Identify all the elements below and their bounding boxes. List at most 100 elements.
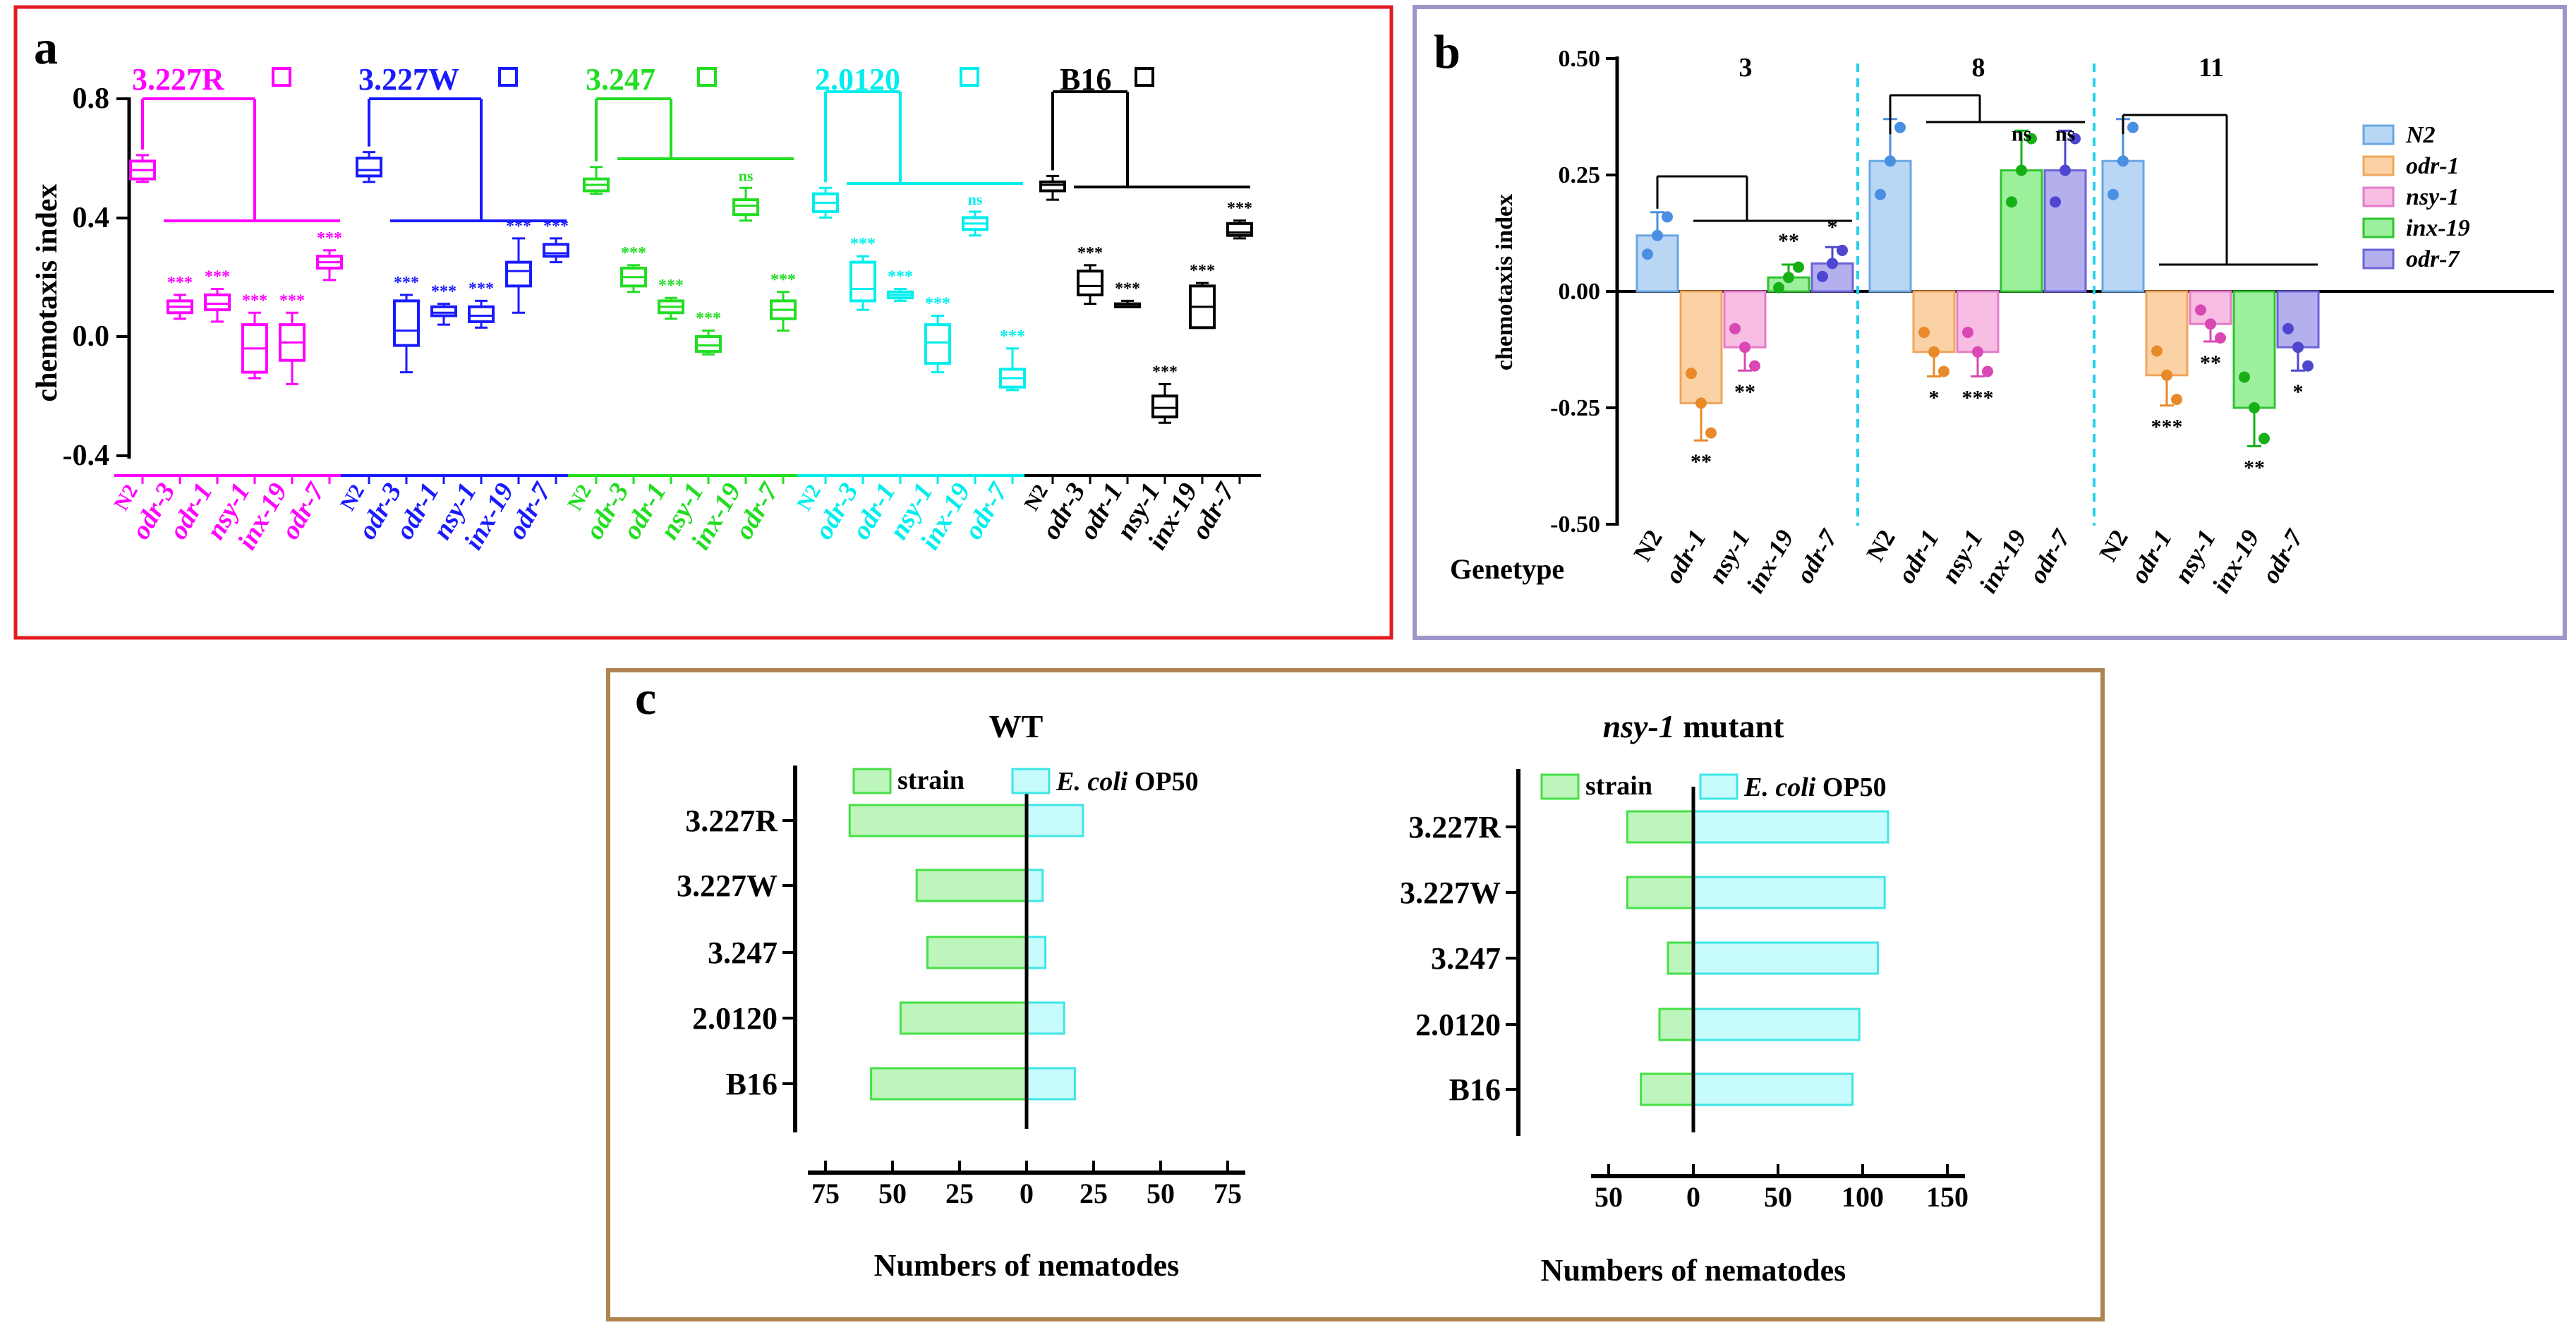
panel-b-bar xyxy=(2101,159,2145,293)
panel-a-square-icon xyxy=(960,67,979,87)
panel-a-plot: N2odr-3***odr-1***nsy-1***inx-19***odr-7… xyxy=(109,62,1261,555)
panel-c-category-label: 3.247 xyxy=(1431,941,1501,976)
panel-b-significance: *** xyxy=(2151,416,2183,439)
panel-b-legend-label: N2 xyxy=(2405,122,2436,148)
panel-a-group-B16: N2odr-3***odr-1***nsy-1***inx-19***odr-7… xyxy=(1020,62,1261,555)
panel-b-xtick-label: odr-1 xyxy=(1892,525,1945,588)
panel-b-point xyxy=(1972,346,1983,358)
panel-a-significance: *** xyxy=(925,294,950,313)
panel-b-group-label: 8 xyxy=(1972,53,1985,83)
panel-b-xtick-label: N2 xyxy=(2093,525,2134,566)
panel-b-point xyxy=(1652,229,1663,241)
panel-b-point xyxy=(2282,322,2294,334)
panel-a-xtick-label: odr-7 xyxy=(502,477,558,545)
panel-a-significance: *** xyxy=(658,277,684,295)
panel-a-significance: *** xyxy=(1152,363,1178,381)
panel-c-bar-strain xyxy=(870,1067,1028,1101)
panel-a-significance: ns xyxy=(968,190,983,208)
panel-c-xtick-label: 50 xyxy=(1147,1178,1175,1209)
panel-c-bar-strain xyxy=(926,936,1028,969)
panel-b-significance: ** xyxy=(1734,380,1755,404)
panel-c-xtick-label: 50 xyxy=(1764,1181,1792,1213)
panel-a-box xyxy=(393,299,420,347)
panel-b-point xyxy=(1918,327,1930,339)
panel-a-group-title: 3.227R xyxy=(132,62,225,97)
panel-b-point xyxy=(2215,332,2226,344)
panel-c-bar-strain xyxy=(1667,941,1695,975)
panel-c-xtick-label: 0 xyxy=(1686,1181,1700,1213)
panel-a-box xyxy=(1039,180,1066,193)
panel-c-legend-label: E. coli OP50 xyxy=(1743,773,1887,802)
panel-b-xtick-label: odr-1 xyxy=(1659,525,1712,588)
panel-b-point xyxy=(2205,318,2216,330)
panel-b-group-label: 11 xyxy=(2199,53,2224,83)
panel-c-legend-label: strain xyxy=(897,766,965,795)
panel-a-group-3.227R: N2odr-3***odr-1***nsy-1***inx-19***odr-7… xyxy=(109,62,351,555)
panel-a-ytick: -0.4 xyxy=(63,440,110,472)
panel-b-point xyxy=(2060,164,2071,176)
panel-b-point xyxy=(1938,365,1949,377)
panel-b-point xyxy=(2195,304,2206,316)
panel-a-group-title: 3.227W xyxy=(358,62,459,97)
panel-b-bar xyxy=(1723,290,1767,349)
panel-a-significance: *** xyxy=(1000,327,1025,346)
panel-c-category-label: 2.0120 xyxy=(692,1001,778,1036)
panel-c-xtick-label: 25 xyxy=(945,1178,974,1209)
panel-c-bar-ecoli xyxy=(1025,869,1044,902)
panel-a-ytick: 0.0 xyxy=(73,320,110,353)
panel-b-significance: * xyxy=(1827,215,1838,238)
panel-b-point xyxy=(2050,196,2061,208)
panel-c-xtick-label: 100 xyxy=(1842,1181,1884,1213)
panel-b-point xyxy=(1982,365,1993,377)
panel-b-ylabel: chemotaxis index xyxy=(1492,194,1518,370)
panel-b-point xyxy=(1875,188,1886,200)
panel-a-box xyxy=(732,198,759,217)
panel-b-point xyxy=(1773,282,1784,294)
panel-b-point xyxy=(1686,368,1697,380)
panel-c-category-label: B16 xyxy=(726,1067,778,1101)
panel-a-group-title: 3.247 xyxy=(586,62,655,97)
panel-c-xtick-label: 50 xyxy=(878,1178,907,1209)
panel-c-category-label: 2.0120 xyxy=(1415,1008,1501,1042)
panel-b-bar xyxy=(2276,290,2320,349)
panel-b-bar xyxy=(2145,290,2189,377)
panel-c-left-xlabel: Numbers of nematodes xyxy=(874,1248,1180,1283)
panel-b-point xyxy=(1783,272,1794,284)
panel-c-bar-ecoli xyxy=(1692,941,1880,975)
panel-b-legend-swatch xyxy=(2362,248,2395,270)
panel-a-significance: *** xyxy=(888,268,913,286)
panel-a-group-title: B16 xyxy=(1060,62,1111,97)
panel-b-bar xyxy=(1912,290,1956,353)
panel-a-group-3.227W: N2odr-3***odr-1***nsy-1***inx-19***odr-7… xyxy=(336,62,577,555)
panel-a-significance: *** xyxy=(696,310,721,328)
panel-b-point xyxy=(2127,121,2139,133)
panel-b-ytick-label: 0.25 xyxy=(1559,162,1601,188)
panel-c-xtick-label: 0 xyxy=(1020,1178,1034,1209)
panel-c-bar-strain xyxy=(848,804,1028,837)
panel-c-category-label: 3.227W xyxy=(1400,876,1501,910)
panel-b-significance: * xyxy=(1929,386,1940,409)
panel-a-significance: *** xyxy=(394,274,419,292)
panel-a-group-3.247: N2odr-3***odr-1***nsy-1***inx-19nsodr-7*… xyxy=(563,62,804,555)
panel-c-right-xlabel: Numbers of nematodes xyxy=(1541,1253,1846,1288)
panel-b-legend: N2 odr-1 nsy-1 inx-19 odr-7 xyxy=(2362,122,2470,272)
panel-c-subplot-0: 75 50 25 0 25 50 75 3.227R 3.227W 3.247 2.0120 B16 s… xyxy=(677,766,1245,1209)
panel-b-xlabel: Genetype xyxy=(1450,553,1564,585)
panel-a-significance: *** xyxy=(242,291,267,310)
panel-c-category-label: B16 xyxy=(1449,1072,1501,1107)
panel-a-square-icon xyxy=(1135,67,1154,87)
panel-b-bar xyxy=(1868,159,1912,293)
panel-b-bar xyxy=(1679,290,1723,404)
panel-a-square-icon xyxy=(272,67,291,87)
panel-b-legend-label: odr-7 xyxy=(2406,246,2461,272)
panel-a-significance: ns xyxy=(739,167,754,184)
panel-b-point xyxy=(1837,244,1848,256)
panel-a-square-icon xyxy=(697,67,717,87)
panel-a-box xyxy=(849,260,876,303)
panel-a-ytick: 0.8 xyxy=(73,83,110,115)
panel-b-bar xyxy=(2232,290,2276,409)
panel-a-significance: *** xyxy=(317,229,342,248)
panel-b-bar xyxy=(2000,169,2043,293)
panel-c-titles: WT nsy-1 mutant Numbers of nematodes Num… xyxy=(874,708,1846,1288)
